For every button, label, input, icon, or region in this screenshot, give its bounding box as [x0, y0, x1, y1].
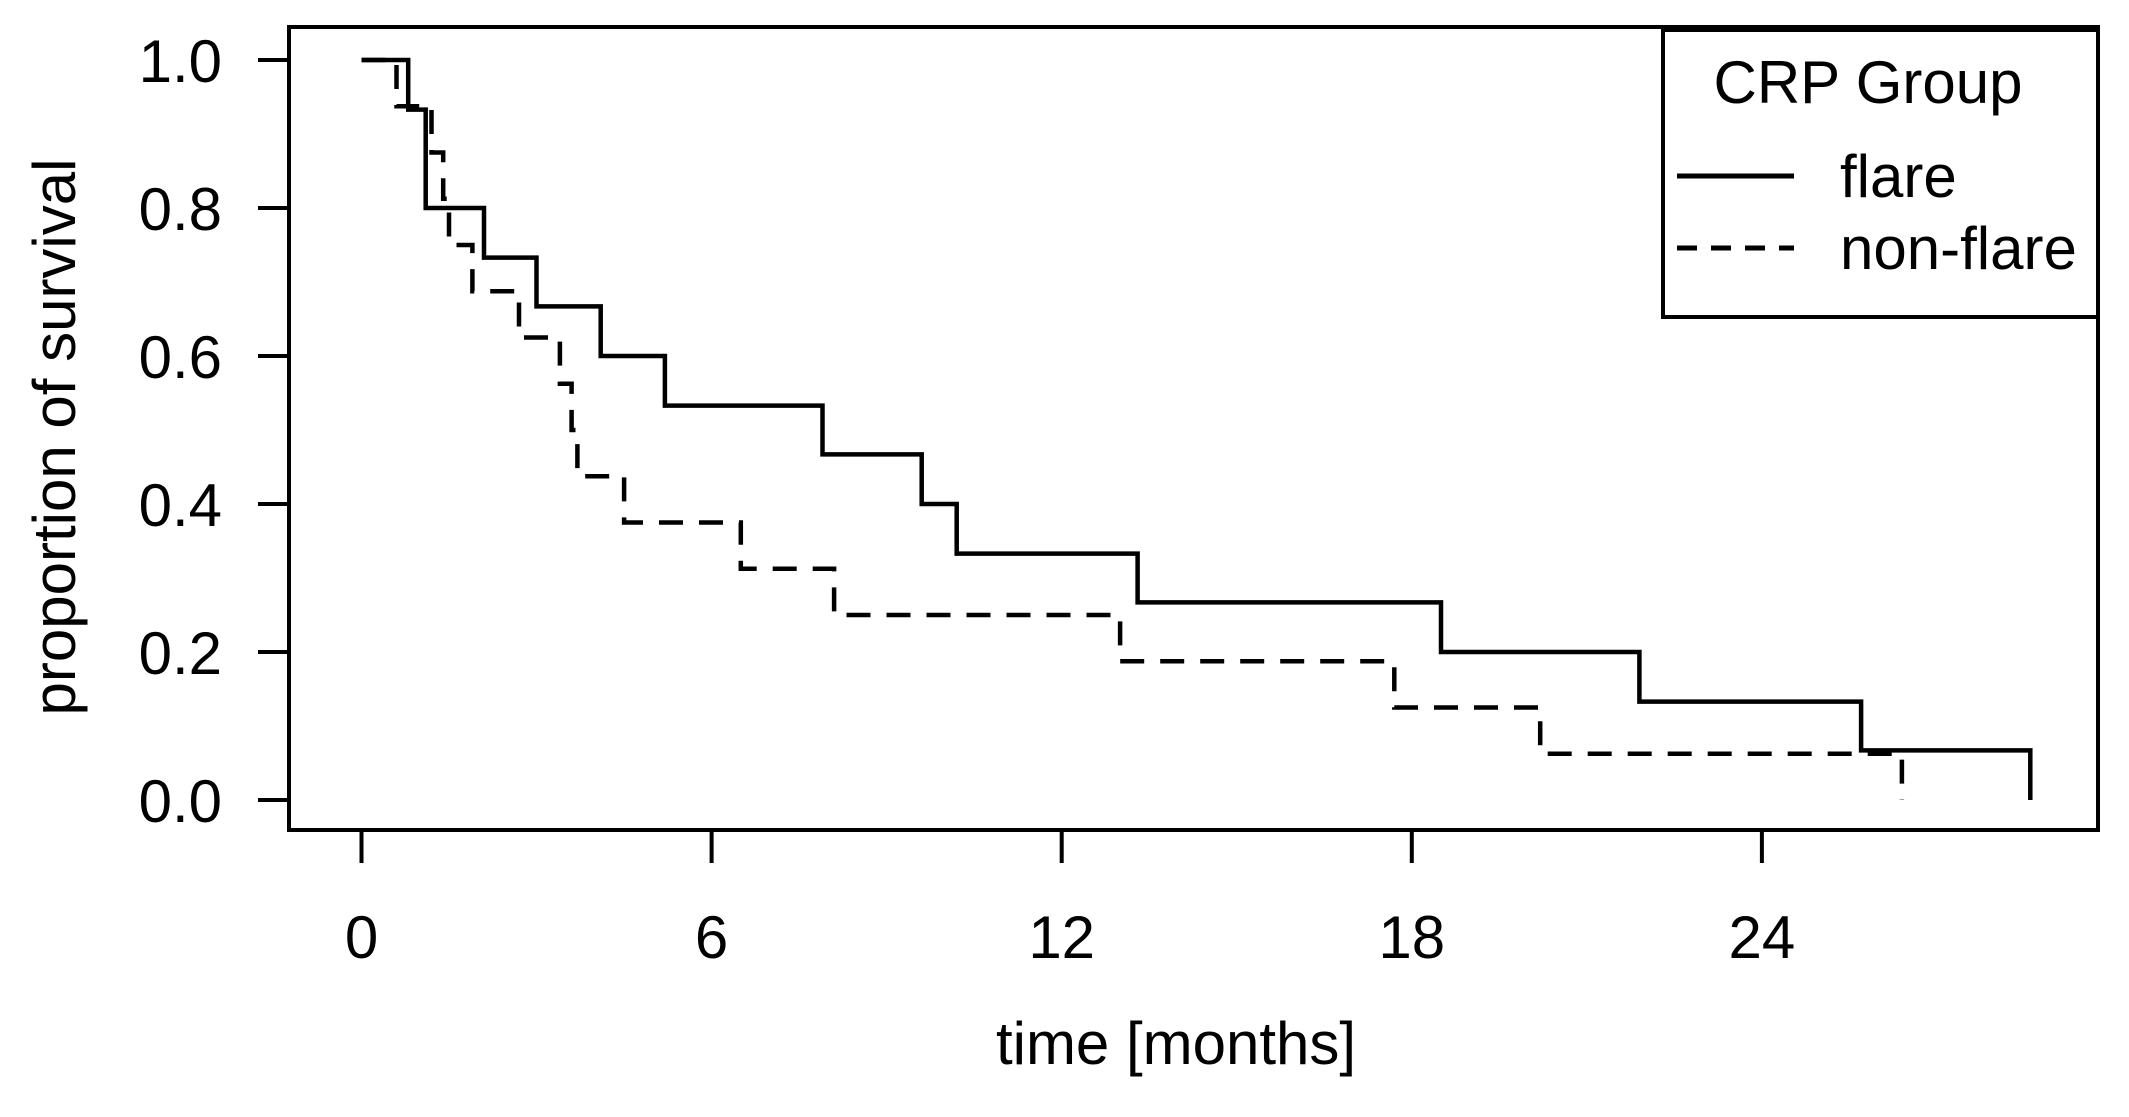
x-tick-label: 6	[695, 904, 728, 971]
non-flare-curve	[361, 57, 1905, 800]
y-tick-label: 0.6	[139, 324, 222, 391]
x-axis-ticks: 0 6 12 18 24	[345, 830, 1795, 971]
legend-title: CRP Group	[1713, 49, 2022, 116]
legend-label-non-flare: non-flare	[1840, 215, 2077, 282]
x-tick-label: 18	[1378, 904, 1445, 971]
x-tick-label: 24	[1729, 904, 1796, 971]
y-axis-ticks: 0.0 0.2 0.4 0.6 0.8 1.0	[139, 28, 289, 835]
plot-box	[287, 25, 2100, 832]
flare-curve	[361, 57, 2033, 800]
x-axis-title: time [months]	[996, 1010, 1356, 1077]
x-tick-label: 0	[345, 904, 378, 971]
y-tick-label: 0.8	[139, 176, 222, 243]
y-axis-title: proportion of survival	[21, 159, 88, 716]
legend: CRP Group flare non-flare	[1661, 28, 2100, 319]
y-tick-label: 0.0	[139, 768, 222, 835]
legend-label-flare: flare	[1840, 143, 1957, 210]
x-tick-label: 12	[1028, 904, 1095, 971]
y-tick-label: 0.4	[139, 472, 222, 539]
y-tick-label: 1.0	[139, 28, 222, 95]
y-tick-label: 0.2	[139, 620, 222, 687]
